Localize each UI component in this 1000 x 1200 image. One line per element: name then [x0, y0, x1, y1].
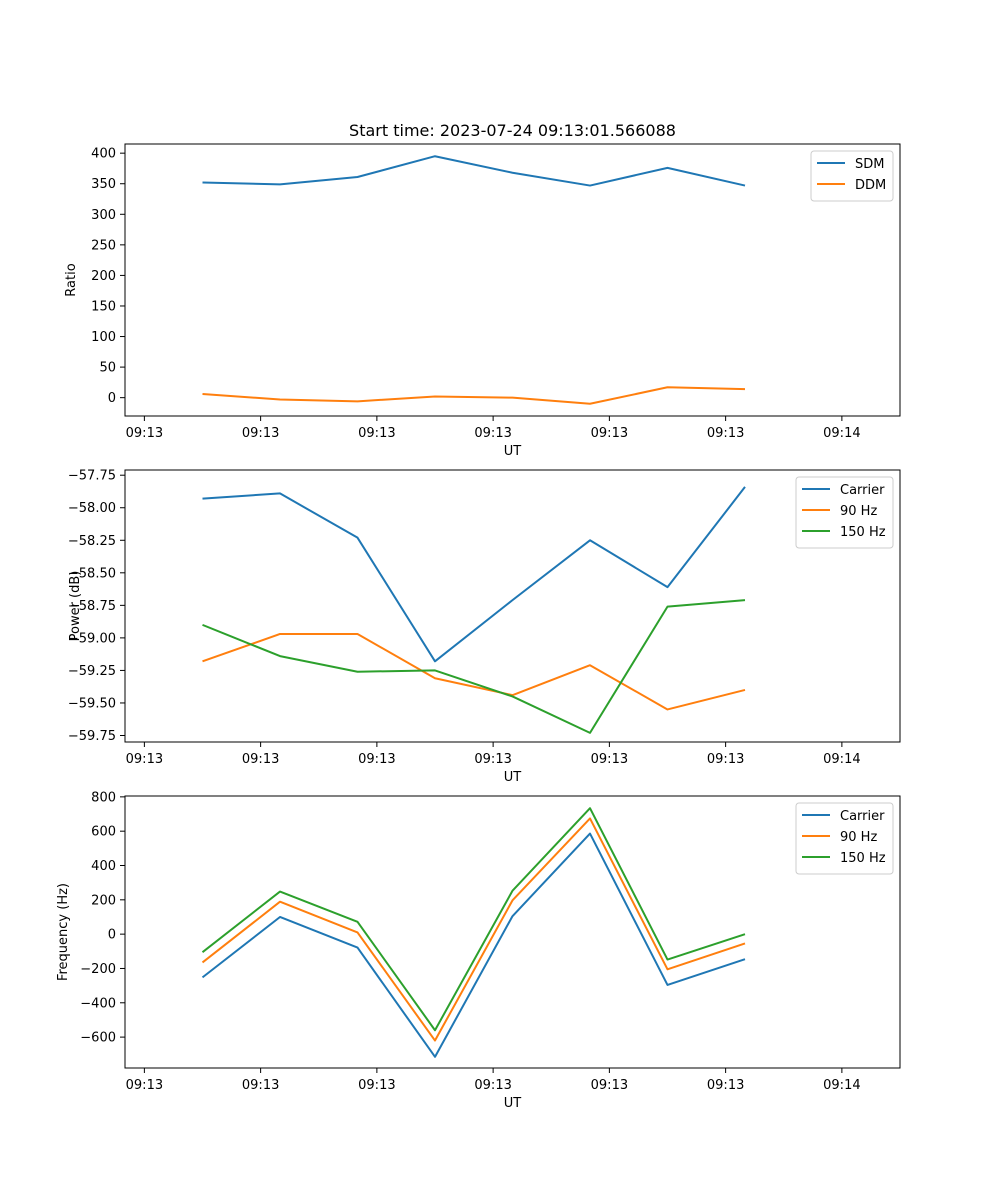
legend-label: SDM [855, 157, 884, 172]
legend-label: DDM [855, 178, 886, 193]
y-tick-label: −600 [80, 1031, 116, 1046]
x-tick-label: 09:13 [126, 1078, 163, 1093]
y-tick-label: −58.50 [68, 566, 116, 581]
legend-label: Carrier [840, 809, 885, 824]
y-tick-label: −200 [80, 962, 116, 977]
y-tick-label: 200 [91, 893, 116, 908]
series-line-carrier [201, 832, 746, 1058]
x-axis-label: UT [504, 444, 522, 459]
x-tick-label: 09:14 [823, 752, 860, 767]
series-line-150-hz [201, 807, 746, 1032]
legend-label: 90 Hz [840, 504, 877, 519]
y-tick-label: −57.75 [68, 469, 116, 484]
y-tick-label: −59.75 [68, 729, 116, 744]
x-tick-label: 09:13 [707, 1078, 744, 1093]
x-tick-label: 09:13 [707, 752, 744, 767]
y-tick-label: 600 [91, 825, 116, 840]
subplot-2: 09:13 09:13 09:13 09:13 09:13 09:13 09:14 −59.7… [68, 469, 901, 785]
x-tick-label: 09:13 [358, 752, 395, 767]
x-tick-label: 09:13 [242, 426, 279, 441]
series-line-ddm [202, 386, 746, 405]
legend-label: 90 Hz [840, 830, 877, 845]
y-tick-label: 200 [91, 269, 116, 284]
series-line-carrier [202, 486, 746, 663]
x-tick-label: 09:13 [358, 426, 395, 441]
y-axis-label: Power (dB) [68, 571, 83, 642]
y-tick-label: 100 [91, 330, 116, 345]
y-tick-label: 300 [91, 208, 116, 223]
x-tick-label: 09:13 [242, 752, 279, 767]
y-tick-label: 50 [99, 361, 116, 376]
legend: Carrier 90 Hz 150 Hz [795, 802, 894, 875]
series-line-90-hz [202, 632, 746, 711]
subplot-3: 09:13 09:13 09:13 09:13 09:13 09:13 09:14 −600 −… [56, 790, 901, 1111]
x-tick-label: 09:13 [474, 426, 511, 441]
y-tick-label: −58.25 [68, 534, 116, 549]
x-tick-label: 09:13 [242, 1078, 279, 1093]
legend-label: 150 Hz [840, 525, 886, 540]
y-tick-label: 150 [91, 299, 116, 314]
x-tick-label: 09:13 [591, 752, 628, 767]
y-tick-label: 0 [108, 391, 116, 406]
y-tick-label: 250 [91, 238, 116, 253]
x-tick-label: 09:13 [707, 426, 744, 441]
y-tick-label: 400 [91, 859, 116, 874]
x-tick-label: 09:14 [823, 1078, 860, 1093]
y-tick-label: −59.25 [68, 664, 116, 679]
x-tick-label: 09:14 [823, 426, 860, 441]
series-line-sdm [202, 155, 746, 187]
axes-frame [124, 469, 901, 743]
y-tick-label: −400 [80, 996, 116, 1011]
legend-label: 150 Hz [840, 851, 886, 866]
figure-title: Start time: 2023-07-24 09:13:01.566088 [349, 121, 676, 140]
subplot-1: 09:13 09:13 09:13 09:13 09:13 09:13 09:14 0 50 10… [64, 143, 901, 459]
subplots: 09:13 09:13 09:13 09:13 09:13 09:13 09:14 0 50 10… [56, 143, 901, 1111]
y-axis-label: Ratio [64, 263, 79, 296]
x-tick-label: 09:13 [358, 1078, 395, 1093]
x-tick-label: 09:13 [474, 752, 511, 767]
y-tick-label: −59.50 [68, 696, 116, 711]
y-tick-label: −58.00 [68, 501, 116, 516]
y-tick-label: 400 [91, 147, 116, 162]
legend: SDM DDM [810, 150, 894, 202]
y-tick-label: 800 [91, 790, 116, 805]
y-axis-label: Frequency (Hz) [56, 883, 71, 981]
legend-label: Carrier [840, 483, 885, 498]
axes-frame [124, 143, 901, 417]
x-tick-label: 09:13 [591, 1078, 628, 1093]
series-line-150-hz [202, 599, 746, 734]
y-tick-label: 0 [108, 928, 116, 943]
y-tick-label: 350 [91, 177, 116, 192]
x-tick-label: 09:13 [474, 1078, 511, 1093]
x-tick-label: 09:13 [126, 752, 163, 767]
series-line-90-hz [201, 817, 746, 1042]
x-axis-label: UT [504, 770, 522, 785]
x-tick-label: 09:13 [591, 426, 628, 441]
y-tick-label: −58.75 [68, 599, 116, 614]
y-tick-label: −59.00 [68, 631, 116, 646]
axes-frame [124, 795, 901, 1069]
x-axis-label: UT [504, 1096, 522, 1111]
x-tick-label: 09:13 [126, 426, 163, 441]
legend: Carrier 90 Hz 150 Hz [795, 476, 894, 549]
